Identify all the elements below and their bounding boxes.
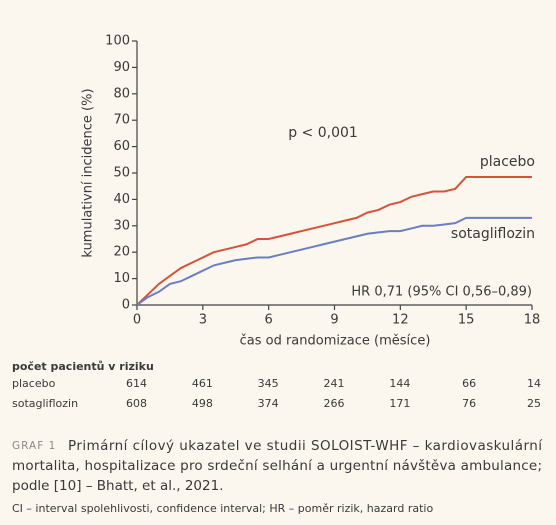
x-axis-label: čas od randomizace (měsíce) <box>240 334 431 349</box>
x-tick-label: 12 <box>392 313 409 328</box>
risk-value: 171 <box>389 397 410 410</box>
p-value: p < 0,001 <box>288 125 358 141</box>
x-tick-label: 0 <box>133 313 141 328</box>
x-tick-label: 9 <box>330 313 338 328</box>
series-label: sotagliflozin <box>451 226 535 242</box>
risk-value: 144 <box>389 377 410 390</box>
footnote: CI – interval spolehlivosti, confidence … <box>12 502 433 515</box>
y-tick-label: 0 <box>122 298 130 313</box>
risk-row-name: sotagliflozin <box>12 397 78 410</box>
series-label: placebo <box>480 154 535 170</box>
risk-value: 266 <box>324 397 345 410</box>
y-tick-label: 60 <box>113 139 130 154</box>
risk-value: 241 <box>324 377 345 390</box>
y-tick-label: 90 <box>113 60 130 75</box>
y-tick-label: 80 <box>113 86 130 101</box>
y-tick-label: 50 <box>113 166 130 181</box>
risk-value: 14 <box>527 377 541 390</box>
risk-value: 25 <box>527 397 541 410</box>
caption-line: mortalita, hospitalizace pro srdeční sel… <box>12 458 542 474</box>
risk-value: 608 <box>126 397 147 410</box>
y-tick-label: 70 <box>113 113 130 128</box>
y-tick-label: 30 <box>113 218 130 233</box>
caption-line: podle [10] – Bhatt, et al., 2021. <box>12 478 224 494</box>
series-line <box>136 175 532 306</box>
x-tick-label: 3 <box>199 313 207 328</box>
hazard-ratio: HR 0,71 (95% CI 0,56–0,89) <box>351 285 532 300</box>
y-tick-label: 100 <box>105 34 130 49</box>
risk-value: 345 <box>258 377 279 390</box>
risk-value: 498 <box>192 397 213 410</box>
risk-value: 374 <box>258 397 279 410</box>
caption-line: Primární cílový ukazatel ve studii SOLOI… <box>68 438 543 454</box>
risk-value: 614 <box>126 377 147 390</box>
x-tick-label: 15 <box>458 313 475 328</box>
x-tick-label: 6 <box>265 313 273 328</box>
risk-value: 66 <box>462 377 476 390</box>
y-tick-label: 20 <box>113 245 130 260</box>
series-line <box>136 216 532 306</box>
risk-value: 461 <box>192 377 213 390</box>
risk-table-title: počet pacientů v riziku <box>12 360 154 373</box>
caption-label: GRAF 1 <box>12 440 56 452</box>
x-tick-label: 18 <box>524 313 541 328</box>
risk-value: 76 <box>462 397 476 410</box>
y-axis-label: kumulativní incidence (%) <box>81 88 96 257</box>
y-tick-label: 10 <box>113 271 130 286</box>
risk-row-name: placebo <box>12 377 56 390</box>
y-tick-label: 40 <box>113 192 130 207</box>
